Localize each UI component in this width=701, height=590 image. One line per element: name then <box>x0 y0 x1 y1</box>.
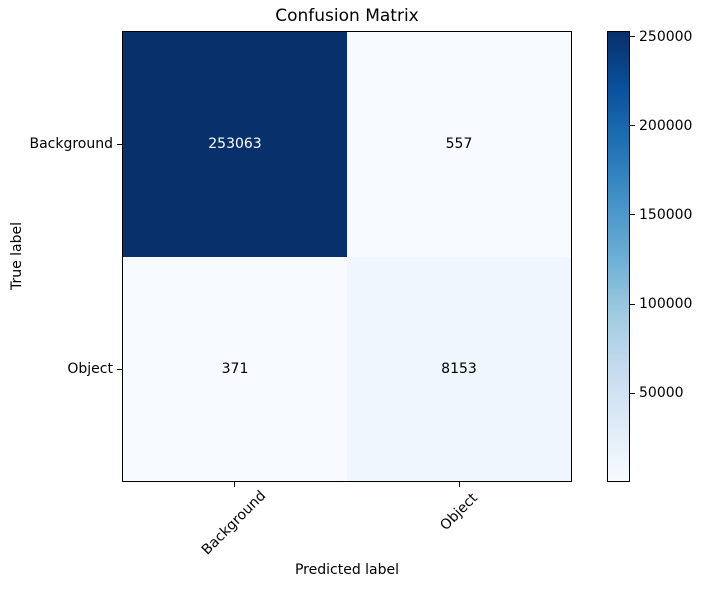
y-axis-label: True label <box>9 221 25 291</box>
x-axis-tick-mark <box>234 482 235 487</box>
colorbar-tick-label: 200000 <box>639 117 693 134</box>
colorbar-tick-mark <box>630 214 635 216</box>
colorbar-tick-mark <box>630 36 635 37</box>
colorbar-tick-mark <box>630 303 635 305</box>
heatmap-cell-true-object-pred-object: 8153 <box>347 256 571 481</box>
heatmap-cell-true-background-pred-object: 557 <box>347 32 571 257</box>
x-axis-label: Predicted label <box>294 562 400 578</box>
x-tick-label-object: Object <box>437 490 481 534</box>
colorbar-ticks: 50000 100000 150000 200000 250000 <box>630 28 700 482</box>
heatmap-cell-true-object-pred-background: 371 <box>123 256 347 481</box>
y-tick-label-background: Background <box>29 136 113 152</box>
cell-value: 557 <box>445 136 473 153</box>
heatmap-cell-true-background-pred-background: 253063 <box>123 32 347 257</box>
colorbar-tick-label: 150000 <box>639 206 693 223</box>
colorbar-tick-mark <box>630 392 635 394</box>
colorbar-tick-label: 250000 <box>639 28 693 45</box>
colorbar-tick-mark <box>630 125 635 127</box>
heatmap-plot-area: 253063 557 371 8153 <box>122 31 572 482</box>
colorbar-tick-label: 100000 <box>639 296 693 313</box>
x-tick-label-background: Background <box>198 487 270 559</box>
cell-value: 371 <box>221 360 249 377</box>
chart-title: Confusion Matrix <box>275 6 419 26</box>
y-axis-tick-mark <box>117 144 122 145</box>
cell-value: 8153 <box>441 360 477 377</box>
cell-value: 253063 <box>208 136 262 153</box>
y-tick-label-object: Object <box>67 361 113 377</box>
x-axis-tick-mark <box>459 482 460 487</box>
y-axis-tick-mark <box>117 369 122 370</box>
colorbar <box>607 31 630 482</box>
colorbar-tick-label: 50000 <box>639 385 684 402</box>
